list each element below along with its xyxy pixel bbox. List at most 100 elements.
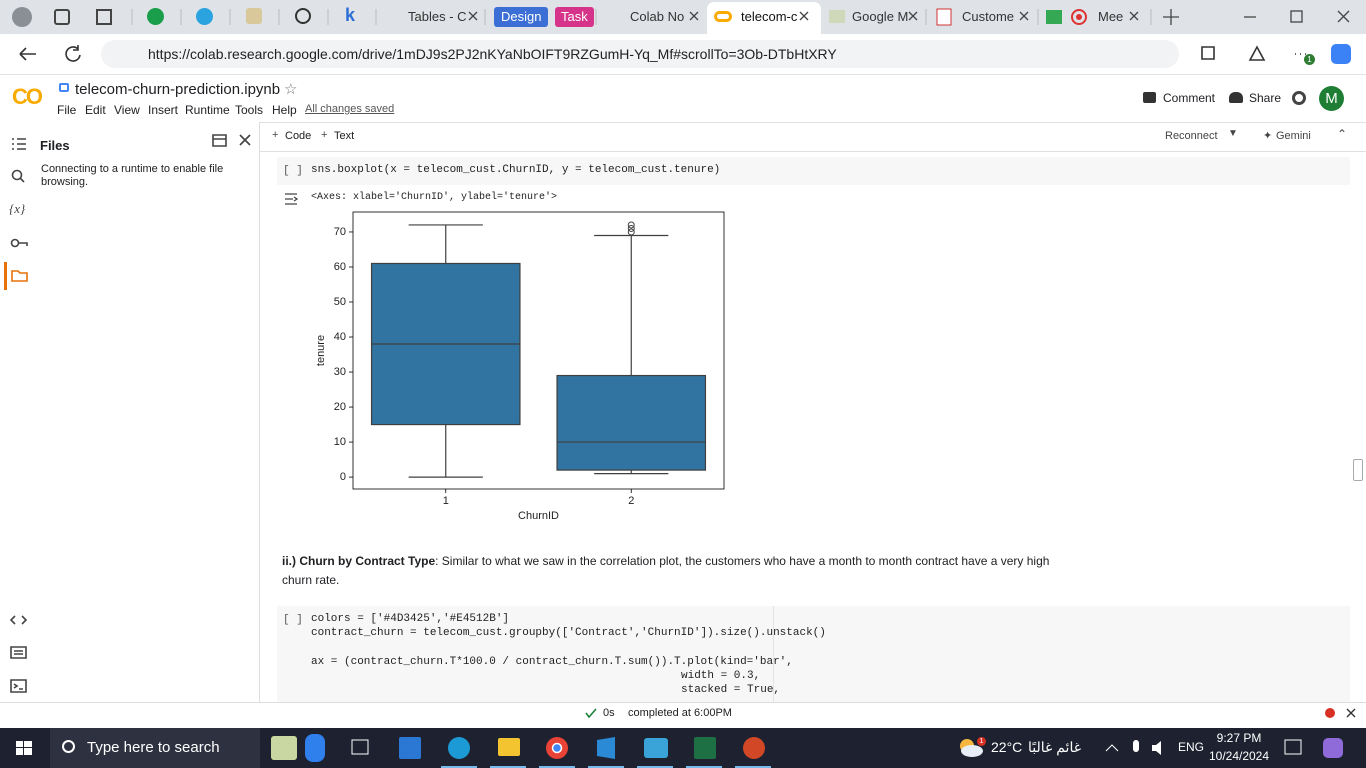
tab[interactable]: Google M: [852, 9, 909, 24]
profile-icon[interactable]: [12, 7, 32, 27]
tab[interactable]: Design: [494, 7, 549, 27]
menu-item[interactable]: View: [114, 103, 140, 117]
tab[interactable]: Tables - C: [408, 9, 467, 24]
extensions-icon[interactable]: [1201, 46, 1215, 60]
scrollbar-thumb[interactable]: [1353, 459, 1363, 481]
tab[interactable]: Colab No: [630, 9, 685, 24]
terminal-icon[interactable]: [10, 679, 27, 693]
store-icon[interactable]: [399, 737, 421, 759]
colab-logo[interactable]: CO: [12, 84, 43, 109]
collections-icon[interactable]: [1248, 45, 1266, 61]
ruler: [773, 606, 774, 702]
close-panel-icon[interactable]: [239, 134, 251, 146]
copilot-icon[interactable]: [1323, 738, 1343, 758]
back-button[interactable]: [19, 47, 36, 61]
url-field[interactable]: [101, 40, 1179, 68]
gemini-button[interactable]: Gemini: [1276, 130, 1311, 142]
workspaces-icon[interactable]: [54, 9, 70, 25]
excel-icon[interactable]: [694, 737, 716, 759]
close-status[interactable]: [1345, 707, 1357, 719]
menu-item[interactable]: Tools: [235, 103, 264, 117]
toolbar: [260, 122, 1366, 152]
box: [556, 374, 707, 471]
explorer-icon[interactable]: [498, 738, 520, 756]
toc-icon[interactable]: [12, 138, 26, 150]
settings-button[interactable]: [1292, 91, 1306, 105]
tab-favicon[interactable]: [295, 8, 311, 24]
collapse-button[interactable]: ⌃: [1337, 127, 1348, 141]
secrets-icon[interactable]: [10, 238, 20, 248]
notebook-title[interactable]: telecom-churn-prediction.ipynb: [75, 81, 281, 98]
clock-date[interactable]: 10/24/2024: [1208, 749, 1270, 763]
tray-chevron[interactable]: [1105, 744, 1119, 752]
refresh-button[interactable]: [65, 45, 81, 62]
tab[interactable]: Mee: [1098, 9, 1124, 24]
edge-icon[interactable]: [448, 737, 470, 759]
code-line[interactable]: width = 0.3,: [681, 670, 761, 682]
vscode-icon[interactable]: [597, 737, 615, 759]
comment-button[interactable]: Comment: [1163, 91, 1216, 105]
tab[interactable]: Custome: [962, 9, 1015, 24]
comment-icon: [1143, 92, 1156, 103]
files-icon[interactable]: [11, 270, 28, 282]
weather-text[interactable]: غائم غالبًا: [1028, 739, 1082, 755]
taskbar-icons: [16, 734, 1343, 768]
tab[interactable]: Task: [555, 7, 594, 27]
volume-icon[interactable]: [1152, 741, 1161, 755]
code-line[interactable]: sns.boxplot(x = telecom_cust.ChurnID, y …: [311, 164, 721, 176]
tab-actions-icon[interactable]: [96, 9, 112, 25]
runtime-dropdown[interactable]: ▼: [1228, 128, 1238, 139]
code-line[interactable]: ax = (contract_churn.T*100.0 / contract_…: [311, 656, 793, 668]
code-cell[interactable]: [277, 157, 1350, 185]
tab-favicon[interactable]: [147, 8, 164, 25]
command-palette-icon[interactable]: [10, 646, 27, 659]
run-bracket[interactable]: [ ]: [283, 165, 303, 177]
task-view[interactable]: [351, 739, 369, 755]
add-text-button[interactable]: Text: [334, 130, 355, 142]
code-line[interactable]: stacked = True,: [681, 684, 781, 696]
star-button[interactable]: ☆: [284, 81, 298, 98]
copilot-icon[interactable]: [1331, 44, 1351, 64]
app-icon[interactable]: [305, 734, 325, 762]
extension-badge: 1: [1304, 54, 1315, 65]
app-icon[interactable]: [644, 738, 668, 758]
add-code-button[interactable]: Code: [285, 130, 312, 142]
active-tab[interactable]: telecom-c: [741, 9, 798, 24]
temperature[interactable]: 22°C: [991, 739, 1023, 755]
code-snippets-icon[interactable]: [9, 615, 28, 625]
reconnect-button[interactable]: Reconnect: [1165, 130, 1218, 142]
start-button[interactable]: [16, 741, 32, 755]
notifications-icon[interactable]: [1284, 739, 1302, 755]
tab-favicon[interactable]: [246, 8, 262, 24]
close-icons[interactable]: [468, 9, 1350, 25]
language[interactable]: ENG: [1178, 740, 1205, 754]
avatar[interactable]: M: [1319, 86, 1344, 111]
menu-item[interactable]: Help: [272, 103, 297, 117]
tab-favicon: [829, 10, 845, 23]
search-icon[interactable]: [11, 169, 23, 181]
menu-item[interactable]: Edit: [85, 103, 106, 117]
run-bracket[interactable]: [ ]: [283, 614, 303, 626]
markdown-cell[interactable]: ii.) Churn by Contract Type: Similar to …: [282, 552, 1052, 590]
search-box[interactable]: [50, 728, 260, 768]
variables-icon[interactable]: {x}: [9, 201, 26, 216]
url-text[interactable]: https://colab.research.google.com/drive/…: [148, 46, 837, 62]
menu-item[interactable]: Insert: [148, 103, 179, 117]
code-line[interactable]: colors = ['#4D3425','#E4512B']: [311, 613, 510, 625]
save-status[interactable]: All changes saved: [305, 103, 395, 115]
search-placeholder[interactable]: Type here to search: [87, 739, 220, 756]
app-icon[interactable]: [271, 736, 297, 760]
menu-item[interactable]: Runtime: [185, 103, 230, 117]
tab-favicon[interactable]: k: [345, 5, 356, 25]
tab-strip: [0, 0, 1366, 34]
code-cell[interactable]: [277, 606, 1350, 702]
menu-item[interactable]: File: [57, 103, 77, 117]
code-line[interactable]: contract_churn = telecom_cust.groupby(['…: [311, 627, 826, 639]
open-window-icon[interactable]: [212, 134, 227, 147]
clock-time[interactable]: 9:27 PM: [1216, 731, 1262, 745]
tab-favicon[interactable]: [196, 8, 213, 25]
powerpoint-icon[interactable]: [743, 737, 765, 759]
share-button[interactable]: Share: [1249, 91, 1282, 105]
mic-icon[interactable]: [1133, 740, 1139, 752]
output-icon[interactable]: [283, 190, 301, 206]
